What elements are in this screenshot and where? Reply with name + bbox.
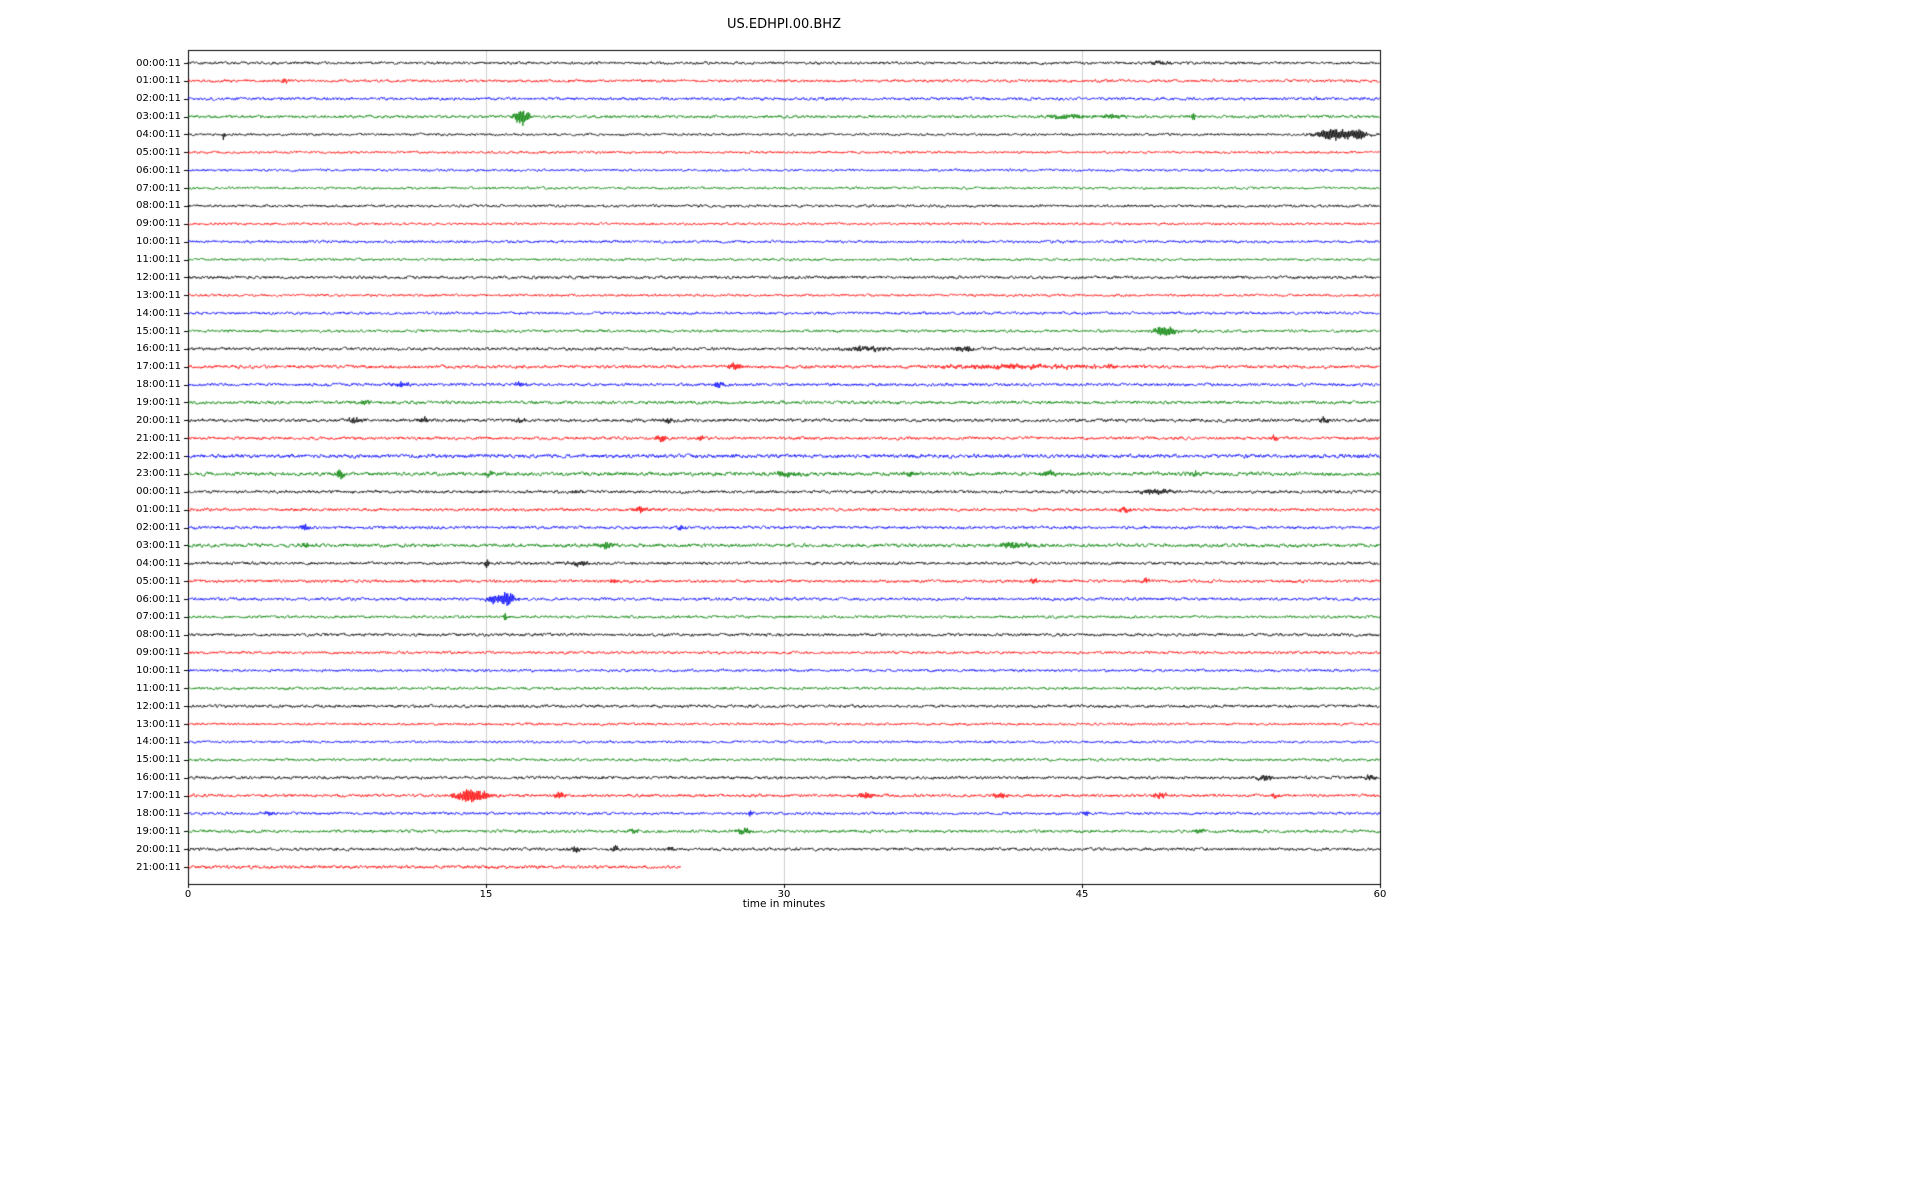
row-label: 07:00:11 bbox=[136, 611, 181, 623]
row-label: 07:00:11 bbox=[136, 182, 181, 194]
row-label: 17:00:11 bbox=[136, 790, 181, 802]
row-label: 22:00:11 bbox=[136, 450, 181, 462]
x-tick-label: 30 bbox=[777, 889, 791, 900]
row-label: 12:00:11 bbox=[136, 271, 181, 283]
row-label: 19:00:11 bbox=[136, 396, 181, 408]
row-label: 03:00:11 bbox=[136, 539, 181, 551]
row-label: 18:00:11 bbox=[136, 379, 181, 391]
row-label: 08:00:11 bbox=[136, 629, 181, 641]
row-label: 15:00:11 bbox=[136, 325, 181, 337]
row-label: 04:00:11 bbox=[136, 128, 181, 140]
row-label: 19:00:11 bbox=[136, 825, 181, 837]
row-label: 11:00:11 bbox=[136, 682, 181, 694]
row-label: 20:00:11 bbox=[136, 414, 181, 426]
x-axis-label: time in minutes bbox=[742, 898, 826, 910]
row-label: 15:00:11 bbox=[136, 754, 181, 766]
row-label: 18:00:11 bbox=[136, 807, 181, 819]
row-label: 16:00:11 bbox=[136, 343, 181, 355]
row-label: 10:00:11 bbox=[136, 236, 181, 248]
row-label: 14:00:11 bbox=[136, 307, 181, 319]
x-tick-label: 60 bbox=[1373, 889, 1387, 900]
row-label: 06:00:11 bbox=[136, 164, 181, 176]
x-tick-label: 15 bbox=[479, 889, 493, 900]
row-label: 09:00:11 bbox=[136, 218, 181, 230]
row-label: 05:00:11 bbox=[136, 575, 181, 587]
row-label: 01:00:11 bbox=[136, 504, 181, 516]
row-label: 23:00:11 bbox=[136, 468, 181, 480]
row-label: 13:00:11 bbox=[136, 718, 181, 730]
row-label: 12:00:11 bbox=[136, 700, 181, 712]
row-label: 09:00:11 bbox=[136, 647, 181, 659]
chart-title: US.EDHPI.00.BHZ bbox=[727, 17, 841, 32]
row-label: 06:00:11 bbox=[136, 593, 181, 605]
row-label: 00:00:11 bbox=[136, 57, 181, 69]
row-label: 14:00:11 bbox=[136, 736, 181, 748]
x-tick-label: 0 bbox=[184, 889, 192, 900]
row-label: 21:00:11 bbox=[136, 432, 181, 444]
row-label: 10:00:11 bbox=[136, 664, 181, 676]
row-label: 13:00:11 bbox=[136, 289, 181, 301]
x-tick-label: 45 bbox=[1075, 889, 1089, 900]
row-label: 02:00:11 bbox=[136, 93, 181, 105]
row-label: 11:00:11 bbox=[136, 254, 181, 266]
row-label: 21:00:11 bbox=[136, 861, 181, 873]
row-label: 05:00:11 bbox=[136, 146, 181, 158]
row-label: 03:00:11 bbox=[136, 111, 181, 123]
row-label: 04:00:11 bbox=[136, 557, 181, 569]
row-label: 02:00:11 bbox=[136, 522, 181, 534]
row-label: 20:00:11 bbox=[136, 843, 181, 855]
row-label: 16:00:11 bbox=[136, 772, 181, 784]
row-label: 00:00:11 bbox=[136, 486, 181, 498]
row-label: 17:00:11 bbox=[136, 361, 181, 373]
row-label: 08:00:11 bbox=[136, 200, 181, 212]
row-label: 01:00:11 bbox=[136, 75, 181, 87]
